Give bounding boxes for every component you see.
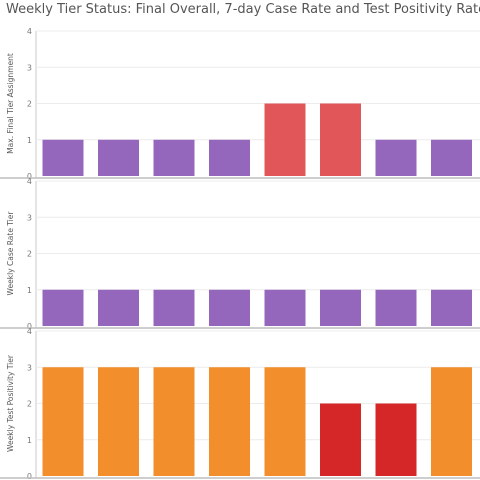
bar[interactable] <box>42 139 84 176</box>
bar[interactable] <box>42 289 84 326</box>
y-tick-label: 4 <box>27 27 32 36</box>
y-tick-label: 1 <box>27 286 32 295</box>
bar[interactable] <box>98 367 139 476</box>
y-tick-label: 3 <box>27 363 32 372</box>
bar[interactable] <box>375 139 417 176</box>
y-tick-label: 3 <box>27 63 32 72</box>
y-tick-label: 1 <box>27 436 32 445</box>
bar[interactable] <box>320 403 361 477</box>
y-tick-label: 4 <box>27 327 32 336</box>
bar[interactable] <box>153 289 195 326</box>
bar[interactable] <box>320 289 361 326</box>
bar[interactable] <box>264 103 306 177</box>
y-axis-label: Weekly Test Positivity Tier <box>6 354 15 452</box>
bar[interactable] <box>264 367 306 476</box>
bar[interactable] <box>209 289 250 326</box>
chart-title: Weekly Tier Status: Final Overall, 7-day… <box>6 2 480 17</box>
bar[interactable] <box>431 289 472 326</box>
panel-2: 0 1 2 3 4 Weekly Case Rate Tier <box>0 177 480 331</box>
bar[interactable] <box>98 139 139 176</box>
bar[interactable] <box>431 139 472 176</box>
y-axis-label: Max. Final Tier Assignment <box>6 53 15 154</box>
bar[interactable] <box>153 367 195 476</box>
y-tick-label: 2 <box>27 400 32 409</box>
y-tick-label: 0 <box>27 172 32 181</box>
bar[interactable] <box>320 103 361 177</box>
bar[interactable] <box>98 289 139 326</box>
bar[interactable] <box>375 289 417 326</box>
bar[interactable] <box>431 367 472 476</box>
y-tick-label: 2 <box>27 250 32 259</box>
bar[interactable] <box>209 367 250 476</box>
bar[interactable] <box>264 289 306 326</box>
bar[interactable] <box>209 139 250 176</box>
y-tick-label: 3 <box>27 213 32 222</box>
y-tick-label: 0 <box>27 322 32 331</box>
panel-1: 0 1 2 3 4 Max. Final Tier Assignment <box>0 27 480 181</box>
y-tick-label: 1 <box>27 136 32 145</box>
panel-3: 0 1 2 3 4 Weekly Test Positivity Tier <box>0 327 480 480</box>
y-tick-label: 4 <box>27 177 32 186</box>
y-axis-label: Weekly Case Rate Tier <box>6 211 15 296</box>
bar[interactable] <box>153 139 195 176</box>
y-tick-label: 0 <box>27 472 32 480</box>
y-tick-label: 2 <box>27 100 32 109</box>
bar[interactable] <box>375 403 417 477</box>
bar[interactable] <box>42 367 84 476</box>
